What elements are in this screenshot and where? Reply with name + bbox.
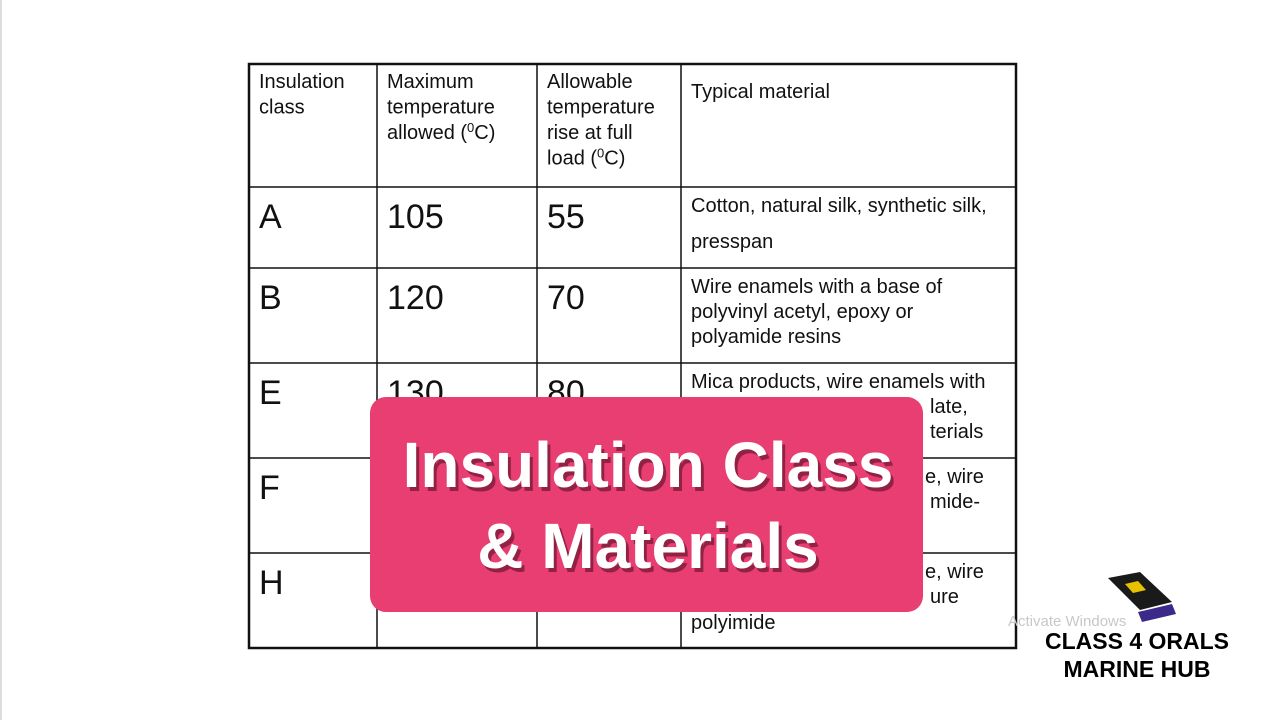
class-cell: E xyxy=(259,374,282,412)
material-text: ure xyxy=(930,586,959,608)
header-text: temperature xyxy=(387,97,495,119)
header-text: load (0C) xyxy=(547,146,625,170)
header-text: temperature xyxy=(547,97,655,119)
logo-text: MARINE HUB xyxy=(1064,656,1211,682)
overlay-shadow: Insulation Class xyxy=(406,433,897,505)
logo-stripe xyxy=(1138,604,1176,622)
material-text: polyimide xyxy=(691,612,775,634)
material-text: mide- xyxy=(930,491,980,513)
class-cell: F xyxy=(259,469,280,507)
overlay-title: & Materials xyxy=(477,510,818,582)
header-text: class xyxy=(259,97,305,119)
header-text: allowed (0C) xyxy=(387,120,495,144)
material-text: Mica products, wire enamels with xyxy=(691,371,986,393)
overlay-title: Insulation Class xyxy=(403,429,894,501)
header-text: rise at full xyxy=(547,122,633,144)
material-text: terials xyxy=(930,421,983,443)
header-text-part: 0 xyxy=(597,146,604,161)
header-text: Typical material xyxy=(691,81,830,103)
material-text: polyvinyl acetyl, epoxy or xyxy=(691,301,914,323)
overlay-shadow: & Materials xyxy=(480,514,821,586)
logo-icon xyxy=(1108,572,1176,622)
header-text-part: load ( xyxy=(547,148,597,170)
header-text-part: C) xyxy=(604,148,625,170)
header-text: Allowable xyxy=(547,71,633,93)
max-temp-cell: 105 xyxy=(387,198,444,236)
material-text: Wire enamels with a base of xyxy=(691,276,943,298)
class-cell: H xyxy=(259,564,284,602)
header-text: Maximum xyxy=(387,71,474,93)
temp-rise-cell: 70 xyxy=(547,279,585,317)
material-text: e, wire xyxy=(925,466,984,488)
logo-text: CLASS 4 ORALS xyxy=(1045,628,1229,654)
header-text-part: 0 xyxy=(467,120,474,135)
table-border xyxy=(247,62,1018,650)
logo-diamond xyxy=(1125,581,1146,593)
max-temp-cell: 120 xyxy=(387,279,444,317)
header-text-part: C) xyxy=(474,122,495,144)
overlay-box xyxy=(370,397,923,612)
header-text: Insulation xyxy=(259,71,345,93)
material-text: late, xyxy=(930,396,968,418)
material-text: presspan xyxy=(691,231,773,253)
material-text: e, wire xyxy=(925,561,984,583)
header-text-part: allowed ( xyxy=(387,122,467,144)
class-cell: A xyxy=(259,198,282,236)
class-cell: B xyxy=(259,279,282,317)
material-text: Cotton, natural silk, synthetic silk, xyxy=(691,195,987,217)
watermark: Activate Windows xyxy=(1008,613,1126,630)
material-text: polyamide resins xyxy=(691,326,841,348)
temp-rise-cell: 55 xyxy=(547,198,585,236)
